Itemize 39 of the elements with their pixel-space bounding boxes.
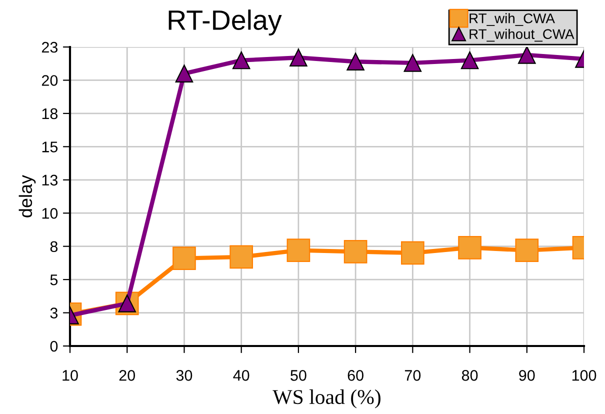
y-tick-label: 20 <box>42 75 58 86</box>
point <box>515 238 539 262</box>
y-tick-label: 23 <box>42 42 58 53</box>
point <box>290 48 308 67</box>
point <box>172 246 196 270</box>
y-tick-label: 18 <box>42 108 58 120</box>
chart-title: RT-Delay <box>168 10 282 36</box>
point <box>518 47 536 64</box>
point <box>344 240 368 264</box>
point <box>286 238 310 262</box>
point <box>230 245 253 269</box>
legend-label: RT_wihout_CWA <box>470 28 574 42</box>
point <box>346 52 364 71</box>
x-tick-label: 60 <box>348 370 364 381</box>
point <box>458 236 482 260</box>
x-tick-label: 70 <box>404 370 421 381</box>
y-tick-label: 10 <box>42 208 58 219</box>
y-tick-label: 13 <box>42 174 58 186</box>
x-tick-label: 40 <box>233 370 250 381</box>
legend-label: RT_wih_CWA <box>470 13 555 26</box>
point <box>404 54 422 72</box>
point <box>401 241 424 265</box>
y-tick-label: 8 <box>50 241 58 252</box>
y-tick-label: 15 <box>42 142 58 152</box>
point <box>460 51 479 70</box>
point <box>175 64 194 82</box>
x-tick-label: 20 <box>119 370 136 381</box>
x-tick-label: 90 <box>519 370 535 381</box>
x-tick-label: 80 <box>462 370 478 381</box>
y-axis-title: delay <box>18 174 36 218</box>
y-tick-label: 3 <box>50 308 58 318</box>
x-tick-label: 10 <box>62 370 78 381</box>
y-tick-label: 0 <box>50 340 58 352</box>
x-axis-title: WS load (%) <box>272 389 380 408</box>
point <box>232 51 250 70</box>
x-tick-label: 100 <box>572 370 596 381</box>
x-tick-label: 30 <box>176 370 192 381</box>
y-tick-label: 5 <box>50 274 58 286</box>
x-tick-label: 50 <box>290 370 306 381</box>
